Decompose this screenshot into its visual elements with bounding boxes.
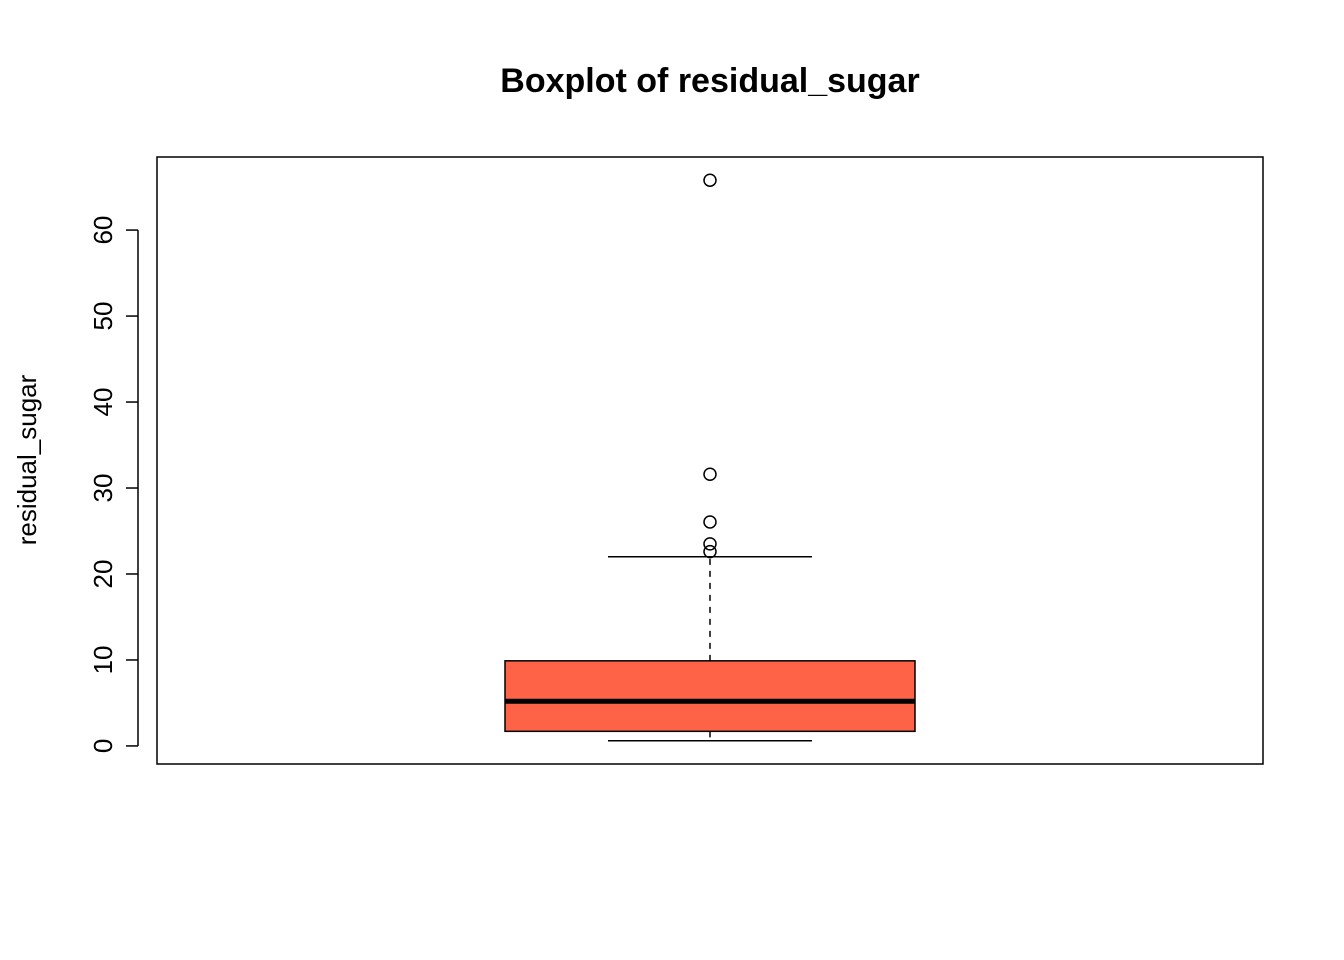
y-axis: 0 10 20 30 40 50 60	[88, 216, 139, 753]
y-tick-label: 10	[88, 646, 118, 675]
y-tick-label: 50	[88, 302, 118, 331]
y-tick-label: 30	[88, 474, 118, 503]
outlier-point	[703, 537, 717, 551]
outlier-point	[703, 467, 717, 482]
chart-title: Boxplot of residual_sugar	[500, 62, 919, 100]
outlier-point	[703, 515, 717, 529]
y-tick-label: 0	[88, 739, 118, 753]
y-tick-label: 60	[88, 216, 118, 245]
y-axis-label: residual_sugar	[12, 374, 42, 545]
outlier-point	[703, 544, 717, 559]
y-tick-label: 20	[88, 560, 118, 589]
outlier-point	[703, 173, 717, 187]
y-tick-label: 40	[88, 388, 118, 417]
plot-frame	[156, 156, 1264, 765]
box-group	[504, 173, 916, 742]
iqr-box	[504, 660, 916, 733]
